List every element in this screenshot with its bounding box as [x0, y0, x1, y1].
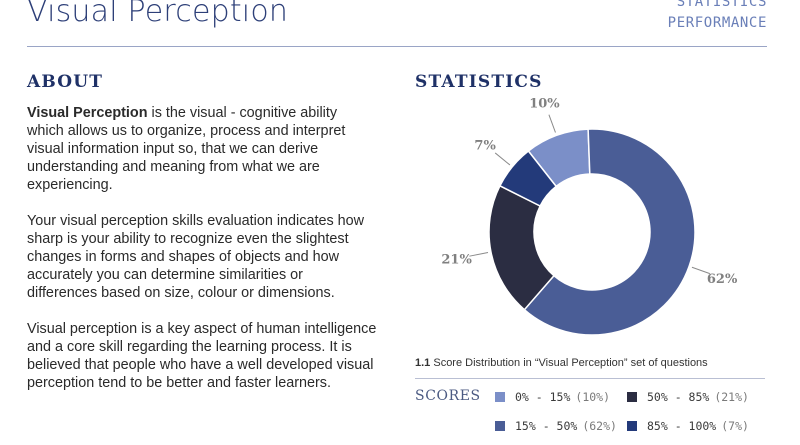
legend-range: 85% - 100%: [647, 419, 717, 433]
donut-slice: [523, 128, 696, 336]
legend-range: 15% - 50%: [515, 419, 578, 433]
donut-chart-svg: 10% 62% 21% 7%: [441, 96, 738, 336]
about-paragraph-1: Visual Perception is the visual - cognit…: [27, 104, 377, 194]
about-heading: ABOUT: [27, 72, 104, 92]
slice-label: 10%: [529, 96, 560, 111]
caption-number: 1.1: [415, 357, 431, 369]
about-paragraph-2: Your visual perception skills evaluation…: [27, 213, 365, 301]
statistics-heading: STATISTICS: [415, 72, 543, 92]
slice-leader-line: [548, 114, 556, 133]
about-text: Visual Perception is the visual - cognit…: [27, 104, 377, 410]
page-title: Visual Perception: [27, 0, 289, 29]
slice-label: 62%: [707, 272, 738, 287]
scores-label: SCORES: [415, 388, 481, 404]
legend-range: 50% - 85%: [647, 390, 710, 404]
slice-leader-line: [691, 266, 711, 275]
legend-percent: (10%): [575, 390, 611, 404]
slice-leader-line: [469, 252, 489, 257]
legend-item: 85% - 100% (7%): [627, 419, 749, 433]
about-definition: is the visual - cognitive ability which …: [27, 105, 346, 193]
legend-item: 50% - 85% (21%): [627, 390, 749, 404]
legend-item: 15% - 50% (62%): [495, 419, 617, 433]
nav-statistics-link[interactable]: STATISTICS: [676, 0, 767, 10]
about-term: Visual Perception: [27, 105, 148, 121]
nav-performance-link[interactable]: PERFORMANCE: [667, 15, 767, 31]
legend-percent: (7%): [721, 419, 749, 433]
donut-slice: [498, 149, 558, 208]
caption-divider: [415, 378, 765, 379]
about-paragraph-3: Visual perception is a key aspect of hum…: [27, 321, 377, 391]
legend-swatch: [495, 392, 505, 402]
legend-swatch: [627, 421, 637, 431]
score-distribution-chart: 10% 62% 21% 7%: [415, 85, 785, 350]
slice-label: 21%: [441, 253, 472, 268]
legend-percent: (62%): [582, 419, 617, 433]
caption-text: Score Distribution in “Visual Perception…: [430, 357, 708, 369]
legend-item: 0% - 15% (10%): [495, 390, 610, 404]
header-divider: [27, 46, 767, 47]
chart-caption: 1.1 Score Distribution in “Visual Percep…: [415, 357, 708, 369]
slice-leader-line: [494, 152, 511, 166]
legend-percent: (21%): [714, 390, 749, 404]
legend-swatch: [495, 421, 505, 431]
slice-label: 7%: [474, 139, 496, 154]
legend-swatch: [627, 392, 637, 402]
legend-range: 0% - 15%: [515, 390, 571, 404]
